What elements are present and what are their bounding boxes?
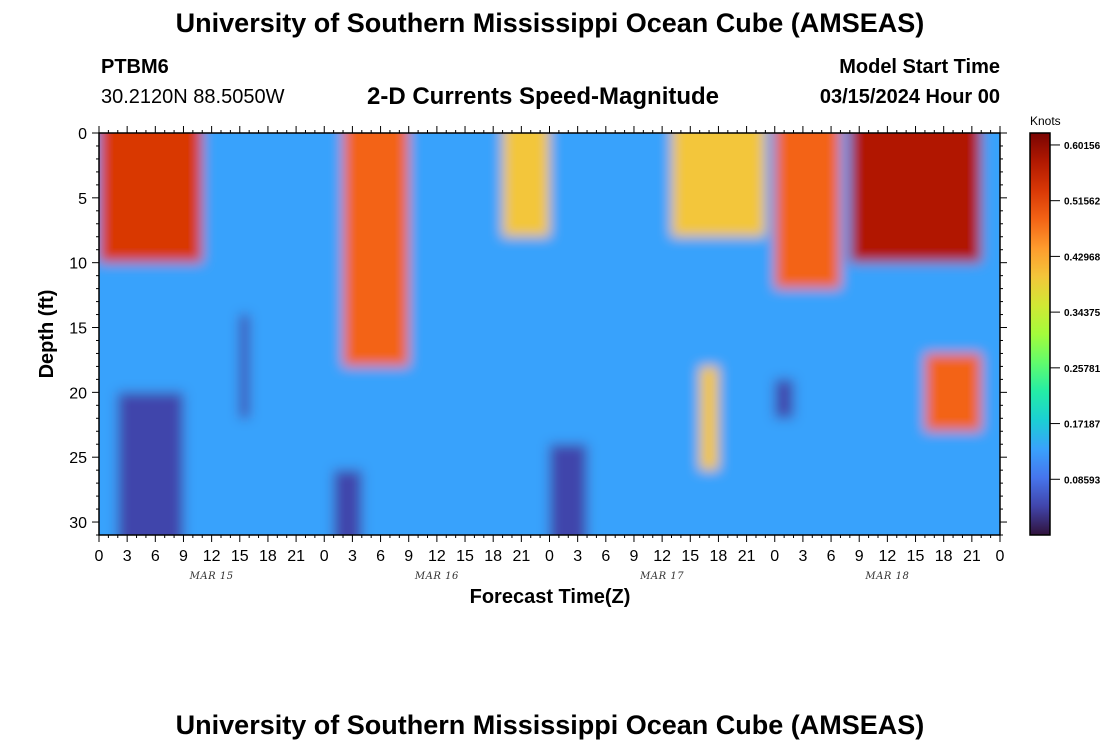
heatmap-feature-6 [549, 444, 588, 535]
x-tick-label: 15 [907, 548, 925, 565]
colorbar-gradient [1029, 132, 1051, 536]
heatmap-feature-4 [333, 470, 362, 535]
x-tick-label: 0 [95, 548, 104, 565]
heatmap-feature-8 [699, 366, 719, 471]
x-tick-label: 9 [404, 548, 413, 565]
y-tick-label: 15 [69, 321, 87, 338]
x-tick-label: 12 [878, 548, 896, 565]
x-axis-title: Forecast Time(Z) [470, 586, 631, 608]
x-tick-label: 18 [484, 548, 502, 565]
x-tick-label: 21 [738, 548, 756, 565]
x-tick-label: 3 [123, 548, 132, 565]
x-tick-label: 21 [963, 548, 981, 565]
x-tick-label: 6 [376, 548, 385, 565]
colorbar-tick-label: 0.17187 [1064, 420, 1100, 431]
station-id: PTBM6 [101, 56, 169, 78]
x-tick-label: 0 [996, 548, 1005, 565]
y-tick-label: 20 [69, 385, 87, 402]
colorbar-tick-label: 0.08593 [1064, 475, 1100, 486]
colorbar-unit: Knots [1030, 114, 1061, 128]
x-tick-label: 18 [710, 548, 728, 565]
day-labels: MAR 15 MAR 16 MAR 17 MAR 18 [189, 571, 909, 582]
colorbar-tick-label: 0.60156 [1064, 141, 1100, 152]
y-tick-label: 25 [69, 450, 87, 467]
x-tick-label: 12 [653, 548, 671, 565]
x-tick-label: 3 [348, 548, 357, 565]
day-label: MAR 18 [864, 571, 909, 582]
day-label: MAR 16 [414, 571, 459, 582]
day-label: MAR 15 [189, 571, 234, 582]
y-axis-ticks: 0 5 10 15 20 25 30 [69, 126, 1007, 536]
x-tick-label: 15 [681, 548, 699, 565]
heatmap-feature-10 [849, 133, 982, 263]
x-tick-label: 0 [545, 548, 554, 565]
x-tick-label: 18 [259, 548, 277, 565]
x-tick-label: 0 [320, 548, 329, 565]
y-tick-label: 0 [78, 126, 87, 143]
x-tick-label: 6 [151, 548, 160, 565]
heatmap-feature-9 [774, 133, 841, 289]
x-tick-label: 12 [203, 548, 221, 565]
y-tick-label: 5 [78, 191, 87, 208]
colorbar-tick-label: 0.34375 [1064, 308, 1100, 319]
x-tick-label: 3 [798, 548, 807, 565]
footer-title: University of Southern Mississippi Ocean… [175, 710, 925, 740]
x-tick-label: 21 [287, 548, 305, 565]
x-tick-label: 21 [512, 548, 530, 565]
model-start-value: 03/15/2024 Hour 00 [819, 86, 1000, 108]
x-tick-label: 9 [855, 548, 864, 565]
heatmap-cells [99, 133, 1000, 535]
heatmap-feature-5 [502, 133, 550, 237]
colorbar-tick-label: 0.42968 [1064, 252, 1100, 263]
page-title: University of Southern Mississippi Ocean… [175, 8, 925, 38]
colorbar: Knots 0.60156 0.51562 0.42968 0.34375 0.2578… [1029, 114, 1100, 536]
heatmap-feature-1 [117, 392, 184, 535]
heatmap-feature-11 [924, 353, 982, 432]
x-tick-label: 12 [428, 548, 446, 565]
x-tick-label: 18 [935, 548, 953, 565]
colorbar-tick-label: 0.25781 [1064, 364, 1100, 375]
x-axis-ticks: 0 3 6 9 12 15 18 21 0 3 6 9 12 15 18 21 0 3 6 9 12 15 18 21 0 3 6 9… [95, 126, 1005, 565]
heatmap-feature-0 [99, 133, 203, 263]
x-tick-label: 15 [231, 548, 249, 565]
x-tick-label: 9 [630, 548, 639, 565]
plot-title: 2-D Currents Speed-Magnitude [367, 83, 720, 110]
x-tick-label: 0 [770, 548, 779, 565]
y-tick-label: 10 [69, 256, 87, 273]
heatmap-feature-2 [239, 314, 250, 419]
heatmap-feature-3 [343, 133, 409, 367]
day-label: MAR 17 [639, 571, 684, 582]
x-tick-label: 6 [827, 548, 836, 565]
x-tick-label: 15 [456, 548, 474, 565]
station-coords: 30.2120N 88.5050W [101, 86, 285, 108]
x-tick-label: 9 [179, 548, 188, 565]
heatmap-feature-7 [671, 133, 766, 237]
y-axis-title: Depth (ft) [36, 290, 58, 379]
x-tick-label: 6 [601, 548, 610, 565]
colorbar-tick-label: 0.51562 [1064, 197, 1100, 208]
x-tick-label: 3 [573, 548, 582, 565]
y-tick-label: 30 [69, 515, 87, 532]
model-start-label: Model Start Time [839, 56, 1000, 78]
heatmap-feature-12 [774, 379, 794, 419]
